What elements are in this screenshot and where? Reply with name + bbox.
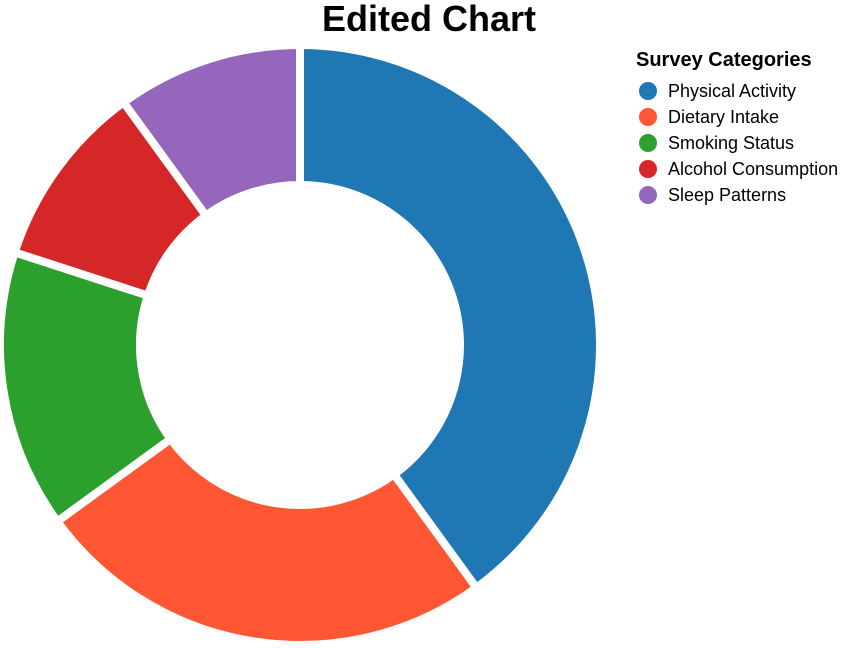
legend-label: Alcohol Consumption (668, 159, 838, 179)
donut-slice-dietary-intake[interactable] (53, 435, 481, 648)
donut-slice-smoking-status[interactable] (0, 248, 175, 526)
legend-swatch (639, 82, 657, 100)
legend-swatch (639, 160, 657, 178)
legend-label: Dietary Intake (668, 107, 779, 127)
legend-label: Smoking Status (668, 133, 794, 153)
legend-items: Physical Activity Dietary Intake Smoking S… (639, 81, 838, 205)
donut-slices (0, 41, 604, 648)
legend-swatch (639, 134, 657, 152)
legend-swatch (639, 186, 657, 204)
legend-title: Survey Categories (636, 49, 812, 71)
chart-title: Edited Chart (322, 0, 536, 39)
donut-slice-physical-activity[interactable] (296, 41, 604, 592)
donut-slice-sleep-patterns[interactable] (119, 41, 304, 220)
legend-label: Sleep Patterns (668, 185, 786, 205)
legend: Survey Categories Physical Activity Dieta… (636, 49, 838, 205)
legend-label: Physical Activity (668, 81, 796, 101)
legend-swatch (639, 108, 657, 126)
